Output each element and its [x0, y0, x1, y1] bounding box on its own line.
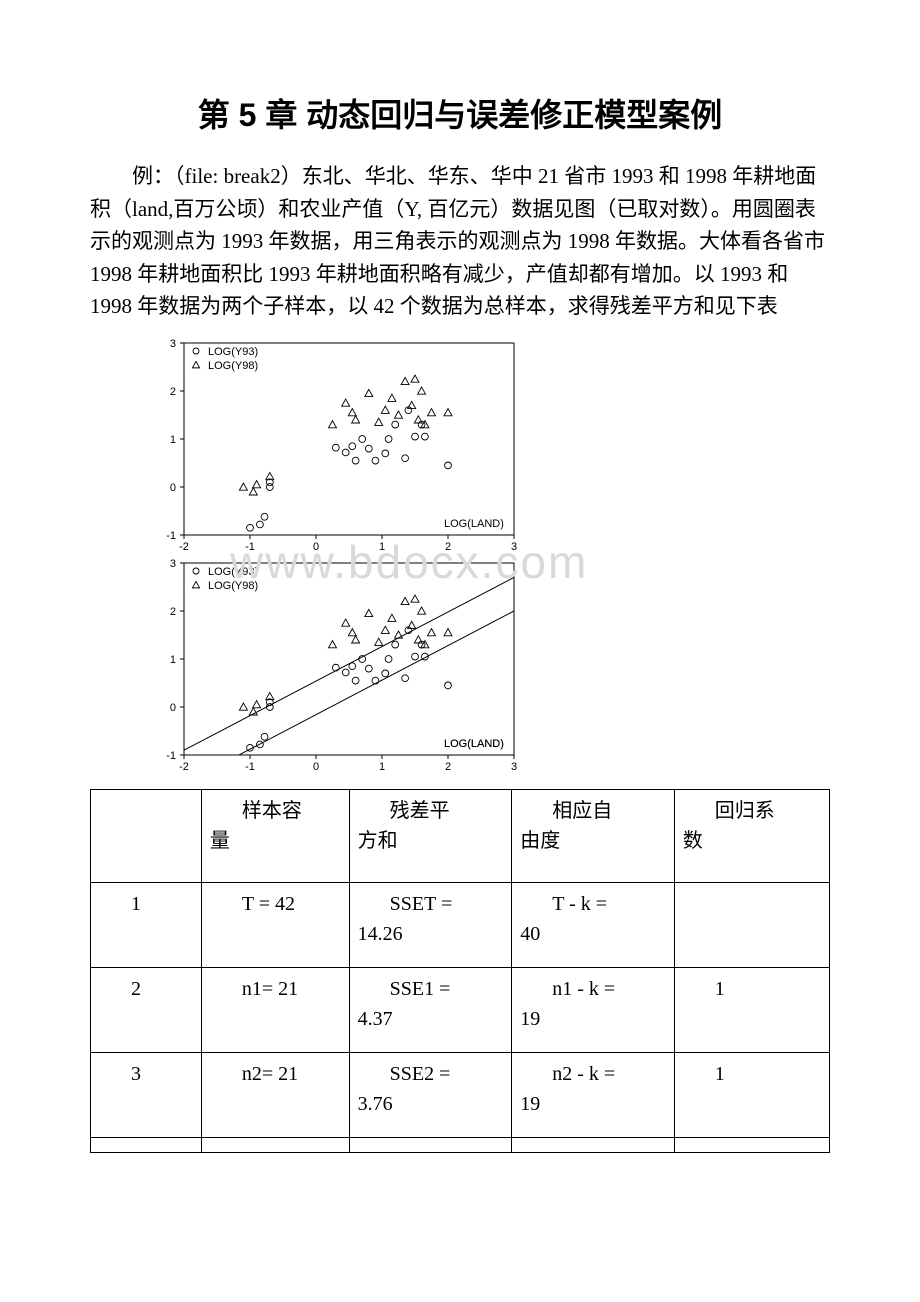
table-cell: T - k =40 — [512, 882, 675, 967]
table-header-cell: 回归系数 — [674, 789, 829, 882]
svg-text:0: 0 — [313, 541, 319, 553]
table-cell: 1 — [674, 967, 829, 1052]
svg-text:3: 3 — [170, 558, 176, 570]
table-cell — [349, 1137, 512, 1152]
svg-text:1: 1 — [170, 434, 176, 446]
scatter-chart-2: -10123-2-10123LOG(LAND)-10123-2-10123LOG… — [130, 555, 530, 775]
page-title: 第 5 章 动态回归与误差修正模型案例 — [90, 90, 830, 136]
svg-text:3: 3 — [170, 338, 176, 350]
table-header-cell: 相应自由度 — [512, 789, 675, 882]
svg-text:LOG(LAND): LOG(LAND) — [444, 738, 504, 750]
intro-paragraph: 例：（file: break2）东北、华北、华东、华中 21 省市 1993 和… — [90, 160, 830, 323]
svg-text:LOG(LAND): LOG(LAND) — [444, 518, 504, 530]
table-cell: SSET =14.26 — [349, 882, 512, 967]
table-cell — [512, 1137, 675, 1152]
table-cell: 2 — [91, 967, 202, 1052]
svg-text:2: 2 — [445, 761, 451, 773]
results-table: 样本容量残差平方和相应自由度回归系数1T = 42SSET =14.26T - … — [90, 789, 830, 1153]
svg-text:-2: -2 — [179, 541, 189, 553]
table-cell: 3 — [91, 1052, 202, 1137]
svg-text:2: 2 — [170, 386, 176, 398]
table-header-cell — [91, 789, 202, 882]
svg-text:3: 3 — [511, 761, 517, 773]
table-cell — [91, 1137, 202, 1152]
svg-text:-1: -1 — [166, 530, 176, 542]
svg-text:-2: -2 — [179, 761, 189, 773]
svg-text:-1: -1 — [245, 541, 255, 553]
table-cell — [674, 882, 829, 967]
table-cell — [674, 1137, 829, 1152]
table-cell: SSE1 =4.37 — [349, 967, 512, 1052]
table-cell: n2= 21 — [201, 1052, 349, 1137]
svg-text:-1: -1 — [166, 750, 176, 762]
svg-text:LOG(Y98): LOG(Y98) — [208, 360, 258, 372]
table-cell: 1 — [91, 882, 202, 967]
table-cell: n2 - k =19 — [512, 1052, 675, 1137]
svg-text:1: 1 — [379, 541, 385, 553]
svg-text:2: 2 — [170, 606, 176, 618]
svg-text:LOG(Y93): LOG(Y93) — [208, 346, 258, 358]
table-cell: n1 - k =19 — [512, 967, 675, 1052]
table-cell: n1= 21 — [201, 967, 349, 1052]
table-cell: SSE2 =3.76 — [349, 1052, 512, 1137]
svg-text:2: 2 — [445, 541, 451, 553]
svg-text:0: 0 — [170, 702, 176, 714]
svg-text:LOG(Y98): LOG(Y98) — [208, 580, 258, 592]
svg-text:-1: -1 — [245, 761, 255, 773]
table-header-cell: 样本容量 — [201, 789, 349, 882]
scatter-chart-1: -10123-2-10123LOG(LAND)LOG(Y93)LOG(Y98) — [130, 335, 530, 555]
svg-text:0: 0 — [170, 482, 176, 494]
table-cell — [201, 1137, 349, 1152]
svg-text:LOG(Y93): LOG(Y93) — [208, 566, 258, 578]
svg-text:3: 3 — [511, 541, 517, 553]
table-header-cell: 残差平方和 — [349, 789, 512, 882]
table-cell: T = 42 — [201, 882, 349, 967]
svg-text:1: 1 — [170, 654, 176, 666]
svg-text:1: 1 — [379, 761, 385, 773]
charts-container: -10123-2-10123LOG(LAND)LOG(Y93)LOG(Y98) … — [130, 335, 830, 775]
table-cell: 1 — [674, 1052, 829, 1137]
svg-text:0: 0 — [313, 761, 319, 773]
